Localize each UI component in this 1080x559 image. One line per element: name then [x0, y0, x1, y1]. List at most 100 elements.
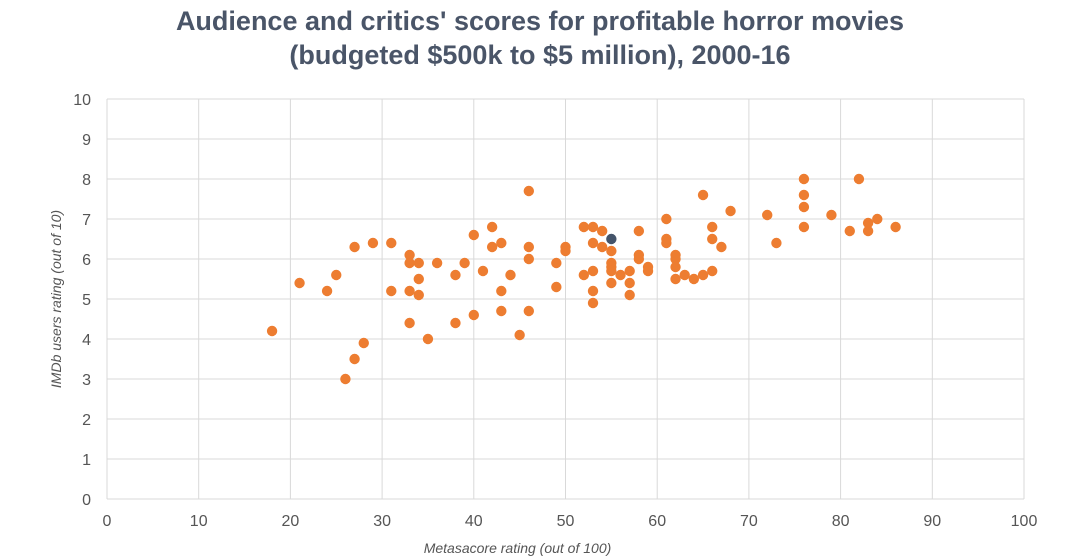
data-point [844, 225, 855, 237]
data-point [872, 213, 883, 225]
data-point [450, 269, 461, 281]
data-point [624, 265, 635, 277]
data-point [413, 289, 424, 301]
data-point [862, 217, 874, 229]
data-point [596, 241, 608, 253]
data-point [404, 257, 415, 269]
highlighted-data-point [606, 233, 617, 245]
data-point [798, 221, 810, 233]
data-point [661, 237, 672, 249]
data-point [551, 257, 562, 269]
data-point [523, 305, 535, 317]
chart-title: Audience and critics' scores for profita… [0, 4, 1080, 72]
data-point [468, 309, 479, 321]
chart-title-line-2: (budgeted $500k to $5 million), 2000-16 [289, 40, 791, 70]
data-point [890, 221, 901, 233]
x-tick-label: 60 [648, 513, 666, 530]
data-point [367, 237, 379, 249]
data-point [826, 209, 837, 221]
data-point [853, 173, 865, 185]
data-point [606, 245, 617, 257]
x-tick-label: 20 [282, 513, 300, 530]
data-point [431, 257, 443, 269]
data-point [587, 285, 599, 297]
data-point [514, 329, 525, 341]
data-point [596, 225, 608, 237]
data-point [587, 265, 599, 277]
data-point [688, 273, 700, 285]
data-point [707, 233, 718, 245]
data-point [468, 229, 479, 241]
data-point [798, 173, 810, 185]
data-point [404, 285, 415, 297]
data-point [707, 221, 718, 233]
y-tick-label: 5 [82, 292, 91, 309]
data-point [450, 317, 461, 329]
data-point [587, 221, 599, 233]
data-point [762, 209, 773, 221]
data-point [294, 277, 305, 289]
data-point [615, 269, 626, 281]
data-point [725, 205, 736, 217]
data-point [771, 237, 782, 249]
data-point [349, 353, 360, 365]
y-tick-label: 7 [82, 212, 91, 229]
data-point [349, 241, 360, 253]
y-tick-label: 6 [82, 252, 91, 269]
y-tick-label: 4 [82, 332, 91, 349]
y-tick-label: 1 [82, 452, 91, 469]
y-tick-label: 10 [73, 92, 91, 109]
data-point [587, 237, 599, 249]
x-tick-label: 30 [373, 513, 391, 530]
data-point [642, 265, 654, 277]
x-tick-label: 70 [740, 513, 758, 530]
data-point [413, 273, 424, 285]
data-point [477, 265, 489, 277]
x-tick-label: 90 [923, 513, 941, 530]
data-point [707, 265, 718, 277]
data-point [496, 285, 507, 297]
data-point [587, 297, 599, 309]
data-point [661, 213, 672, 225]
x-tick-label: 80 [832, 513, 850, 530]
x-tick-label: 10 [190, 513, 208, 530]
data-point [578, 269, 590, 281]
y-tick-label: 9 [82, 132, 91, 149]
data-point [266, 325, 278, 337]
data-point [862, 225, 874, 237]
data-point [798, 189, 810, 201]
y-tick-label: 3 [82, 372, 91, 389]
data-point [358, 337, 369, 349]
data-point [496, 237, 507, 249]
data-point [606, 277, 617, 289]
y-tick-label: 0 [82, 492, 91, 509]
x-tick-label: 100 [1011, 513, 1038, 530]
y-tick-label: 8 [82, 172, 91, 189]
data-point [670, 253, 681, 265]
data-point [716, 241, 727, 253]
data-point [486, 221, 498, 233]
data-point [624, 289, 635, 301]
x-tick-label: 50 [557, 513, 575, 530]
data-point [523, 185, 535, 197]
x-axis-label: Metasacore rating (out of 100) [424, 540, 612, 556]
data-point [633, 225, 645, 237]
data-point [422, 333, 434, 345]
data-point [505, 269, 516, 281]
data-point [578, 221, 590, 233]
data-point [321, 285, 333, 297]
data-point [606, 265, 617, 277]
data-point [697, 189, 709, 201]
data-point [413, 257, 424, 269]
data-point [624, 277, 635, 289]
data-point [670, 261, 681, 273]
data-point [551, 281, 562, 293]
data-point [386, 285, 397, 297]
data-point [404, 249, 415, 261]
data-point [697, 269, 709, 281]
data-point [386, 237, 397, 249]
x-tick-label: 40 [465, 513, 483, 530]
data-point [560, 245, 571, 257]
